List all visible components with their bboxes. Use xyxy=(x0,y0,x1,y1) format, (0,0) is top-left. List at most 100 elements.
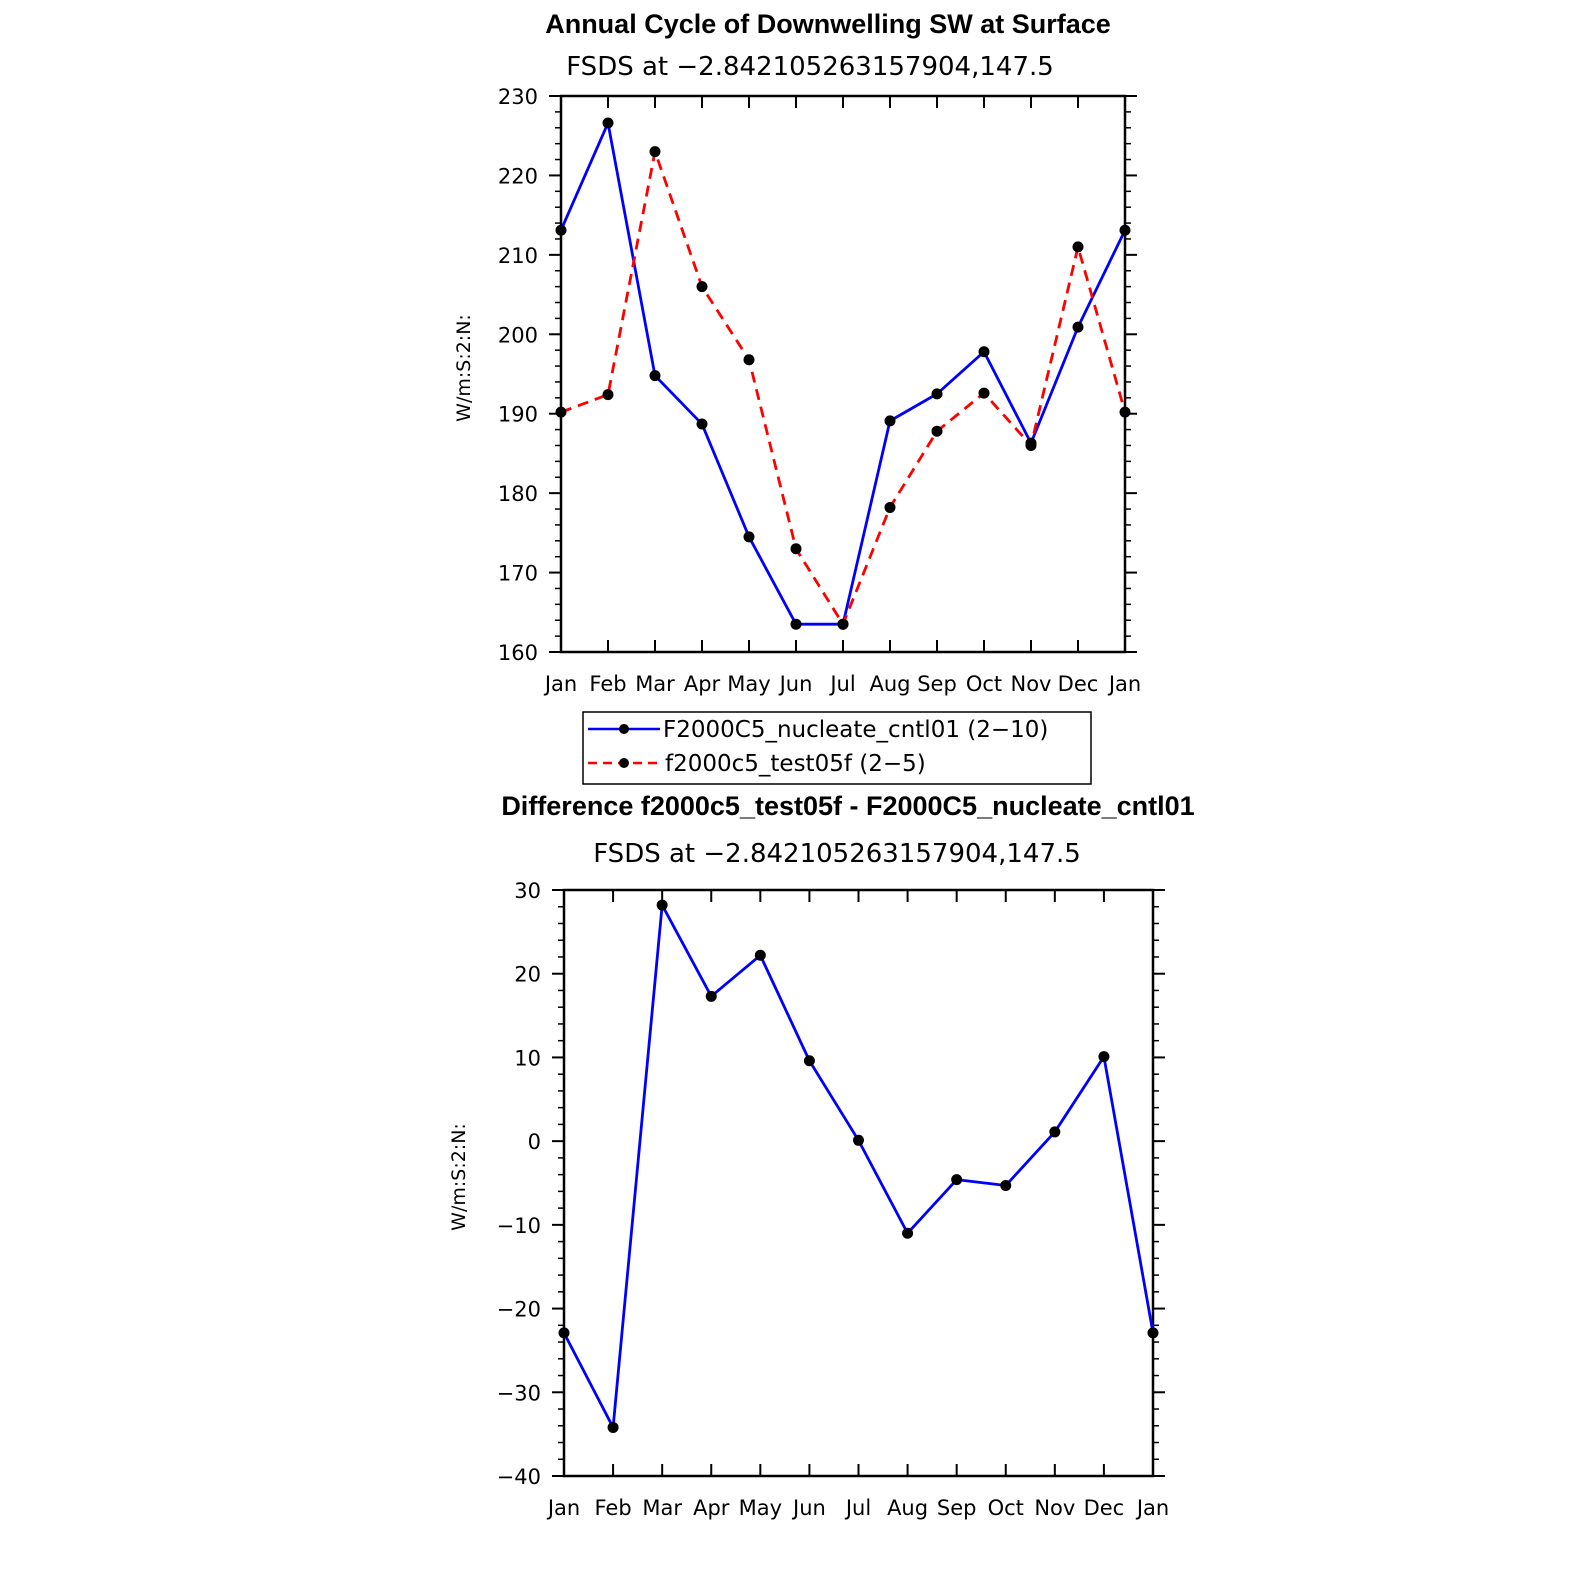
y-tick-label: 180 xyxy=(498,482,538,506)
plot-frame xyxy=(559,94,1127,654)
series-line-0 xyxy=(562,903,1155,1429)
series-0-point xyxy=(754,949,766,961)
x-tick-label: Jun xyxy=(778,672,813,696)
series-0-point xyxy=(931,388,943,400)
x-tick-label: Oct xyxy=(988,1496,1024,1520)
series-0-point xyxy=(853,1134,864,1146)
series-1-point xyxy=(649,146,661,158)
y-tick-label: 190 xyxy=(498,403,538,427)
y-tick-label: −40 xyxy=(497,1465,541,1489)
y-tick-label: 20 xyxy=(514,963,541,987)
y-tick-label: 160 xyxy=(498,641,538,665)
series-0-point xyxy=(607,1421,619,1433)
series-1-point xyxy=(790,543,802,555)
x-tick-label: Jan xyxy=(1107,672,1141,696)
x-tick-label: Oct xyxy=(966,672,1002,696)
y-tick-label: 30 xyxy=(514,879,541,903)
series-0-point xyxy=(790,618,802,630)
legend-marker-cntl01 xyxy=(619,724,629,734)
series-1-point xyxy=(602,389,614,401)
series-0-point xyxy=(1119,224,1131,236)
x-tick-label: Jul xyxy=(828,672,855,696)
x-tick-label: Nov xyxy=(1034,1496,1075,1520)
series-0-point xyxy=(1098,1051,1110,1063)
series-0-point xyxy=(902,1227,914,1239)
annual-cycle-chart: Annual Cycle of Downwelling SW at Surfac… xyxy=(453,9,1141,785)
series-1-point xyxy=(884,501,896,513)
series-1-point xyxy=(978,387,990,399)
series-0-point xyxy=(884,415,896,427)
series-0-point xyxy=(656,899,668,911)
y-tick-label: −10 xyxy=(497,1214,541,1238)
chart-title: Annual Cycle of Downwelling SW at Surfac… xyxy=(545,9,1111,39)
x-tick-label: May xyxy=(727,672,770,696)
difference-chart: Difference f2000c5_test05f - F2000C5_nuc… xyxy=(448,791,1195,1520)
x-tick-label: Feb xyxy=(594,1496,631,1520)
legend-label-cntl01: F2000C5_nucleate_cntl01 (2−10) xyxy=(663,717,1048,743)
x-tick-label: Sep xyxy=(917,672,957,696)
chart-subtitle: FSDS at −2.842105263157904,147.5 xyxy=(593,839,1081,869)
chart-title: Difference f2000c5_test05f - F2000C5_nuc… xyxy=(501,791,1194,821)
y-tick-label: −20 xyxy=(497,1298,541,1322)
legend-entry-test05f: f2000c5_test05f (2−5) xyxy=(588,751,926,777)
y-tick-label: 170 xyxy=(498,562,538,586)
x-tick-label: Apr xyxy=(684,672,721,696)
legend-entry-cntl01: F2000C5_nucleate_cntl01 (2−10) xyxy=(588,717,1048,743)
series-0-point xyxy=(555,224,567,236)
x-tick-label: Aug xyxy=(887,1496,928,1520)
series-0-point xyxy=(696,418,708,430)
y-tick-label: 10 xyxy=(514,1046,541,1070)
x-tick-label: Dec xyxy=(1084,1496,1125,1520)
y-tick-label: −30 xyxy=(497,1381,541,1405)
series-0-point xyxy=(1049,1126,1061,1138)
series-1-point xyxy=(837,618,849,630)
x-tick-label: Aug xyxy=(869,672,910,696)
series-1-point xyxy=(931,425,943,437)
chart-subtitle: FSDS at −2.842105263157904,147.5 xyxy=(566,52,1054,82)
series-0-point xyxy=(803,1055,815,1067)
x-tick-label: Mar xyxy=(642,1496,682,1520)
x-tick-label: Nov xyxy=(1011,672,1052,696)
x-tick-label: Sep xyxy=(937,1496,977,1520)
x-tick-label: Jan xyxy=(546,1496,580,1520)
series-1-point xyxy=(555,406,567,418)
y-axis-label: W/m:S:2:N: xyxy=(448,1123,470,1231)
series-0-point xyxy=(705,990,717,1002)
x-tick-label: Apr xyxy=(693,1496,730,1520)
x-tick-label: Dec xyxy=(1058,672,1099,696)
legend-marker-test05f xyxy=(619,758,629,768)
legend-box xyxy=(582,711,1092,785)
plot-area: 160 170 180 190 200 210 220 230 Jan Feb Mar Apr May J… xyxy=(498,85,1141,696)
series-1-point xyxy=(1072,241,1084,253)
series-0-point xyxy=(602,117,614,129)
y-tick-label: 210 xyxy=(498,244,538,268)
series-1-point xyxy=(743,354,755,366)
y-tick-label: 220 xyxy=(498,164,538,188)
x-tick-label: Jan xyxy=(543,672,577,696)
legend: F2000C5_nucleate_cntl01 (2−10) f2000c5_t… xyxy=(582,711,1092,785)
x-tick-label: May xyxy=(739,1496,782,1520)
plot-frame xyxy=(562,888,1155,1478)
series-0-point xyxy=(558,1327,570,1339)
series-0-point xyxy=(743,531,755,543)
y-tick-label: 230 xyxy=(498,85,538,109)
series-0-point xyxy=(978,346,990,358)
x-tick-label: Feb xyxy=(589,672,626,696)
series-1-point xyxy=(1119,406,1131,418)
x-tick-label: Jan xyxy=(1135,1496,1169,1520)
y-tick-label: 0 xyxy=(528,1130,541,1154)
series-0-point xyxy=(951,1174,963,1186)
plot-area: −40 −30 −20 −10 0 10 20 30 Jan Feb Mar Apr May Jun Jul… xyxy=(497,879,1170,1520)
series-1-point xyxy=(1025,439,1037,451)
series-line-0 xyxy=(559,121,1127,626)
series-0-point xyxy=(1000,1180,1012,1192)
series-0-point xyxy=(649,370,661,382)
y-tick-label: 200 xyxy=(498,323,538,347)
series-line-1 xyxy=(560,150,1127,626)
series-0-point xyxy=(1072,321,1084,333)
series-1-point xyxy=(696,281,708,293)
x-tick-label: Jun xyxy=(791,1496,826,1520)
x-tick-label: Mar xyxy=(635,672,675,696)
series-0-point xyxy=(1147,1327,1159,1339)
